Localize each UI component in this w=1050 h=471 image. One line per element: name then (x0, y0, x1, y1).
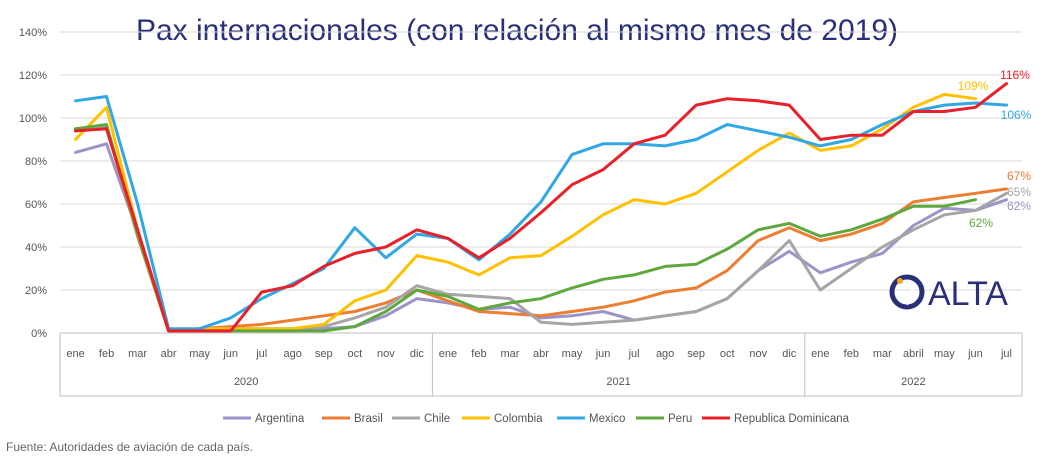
series-line-brasil (74, 125, 1008, 333)
y-tick-label: 120% (19, 70, 47, 82)
source-note: Fuente: Autoridades de aviación de cada … (6, 440, 253, 454)
alta-logo: ALTA (889, 274, 1008, 313)
y-tick-label: 0% (31, 328, 47, 340)
x-tick-label: jul (1000, 348, 1012, 360)
x-tick-label: may (934, 348, 955, 360)
legend-item-peru: Peru (636, 413, 692, 425)
x-tick-label: ene (811, 348, 829, 360)
x-tick-label: nov (749, 348, 767, 360)
series-line-mexico (74, 95, 1008, 331)
legend-item-brasil: Brasil (322, 413, 383, 425)
end-label-republica-dominicana: 116% (1000, 68, 1030, 82)
x-tick-label: may (562, 348, 583, 360)
series-line-argentina (74, 142, 1008, 333)
end-label-peru: 62% (969, 216, 993, 230)
y-tick-label: 100% (19, 113, 47, 125)
end-label-argentina: 62% (1007, 199, 1031, 213)
x-axis: ene feb mar abr may jun jul ago sep oct nov dic ene f… (59, 332, 1023, 397)
y-tick-label: 60% (25, 199, 47, 211)
x-tick-label: sep (315, 348, 333, 360)
x-tick-label: dic (782, 348, 797, 360)
end-label-brasil: 67% (1007, 169, 1031, 183)
series-lines (74, 82, 1008, 333)
x-tick-label: jun (967, 348, 983, 360)
end-label-mexico: 106% (1001, 108, 1032, 122)
legend-label: Argentina (255, 413, 305, 425)
x-tick-label: feb (471, 348, 486, 360)
x-tick-label: oct (347, 348, 362, 360)
year-label: 2020 (234, 376, 258, 388)
x-tick-label: sep (687, 348, 705, 360)
x-tick-label: jun (222, 348, 238, 360)
x-tick-label: feb (844, 348, 859, 360)
legend: Argentina Brasil Chile Colombia Mexico Peru Re… (223, 413, 850, 425)
x-tick-label: oct (720, 348, 735, 360)
series-line-colombia (74, 92, 977, 333)
x-tick-label: ene (66, 348, 84, 360)
x-tick-label: mar (128, 348, 147, 360)
end-label-chile: 65% (1007, 185, 1031, 199)
y-axis: 0% 20% 40% 60% 80% 100% 120% 140% (19, 27, 47, 340)
legend-label: Colombia (494, 413, 543, 425)
legend-item-colombia: Colombia (462, 413, 543, 425)
legend-label: Chile (424, 413, 450, 425)
y-tick-label: 40% (25, 242, 47, 254)
alta-swirl-logo-icon (889, 274, 925, 310)
x-tick-label: jul (628, 348, 640, 360)
chart-title: Pax internacionales (con relación al mis… (136, 14, 898, 47)
x-tick-label: jul (255, 348, 267, 360)
x-tick-label: mar (500, 348, 519, 360)
legend-item-argentina: Argentina (223, 413, 305, 425)
year-label: 2021 (606, 376, 630, 388)
legend-label: Peru (668, 413, 692, 425)
x-tick-label: mar (873, 348, 892, 360)
x-tick-label: ene (439, 348, 457, 360)
legend-label: Brasil (354, 413, 383, 425)
x-tick-label: dic (410, 348, 425, 360)
series-line-republica-dominicana (74, 82, 1008, 333)
series-line-peru (74, 123, 977, 333)
x-tick-label: feb (99, 348, 114, 360)
x-tick-label: abr (533, 348, 549, 360)
brand-name: ALTA (928, 275, 1008, 313)
x-tick-label: may (189, 348, 210, 360)
y-tick-label: 20% (25, 285, 47, 297)
end-label-colombia: 109% (958, 79, 989, 93)
end-labels: 62% 67% 65% 109% 106% 62% 116% (958, 68, 1032, 230)
x-tick-label: abr (161, 348, 177, 360)
legend-item-chile: Chile (392, 413, 450, 425)
y-tick-label: 80% (25, 156, 47, 168)
legend-label: Republica Dominicana (734, 413, 850, 425)
x-tick-label: ago (656, 348, 674, 360)
legend-label: Mexico (589, 413, 625, 425)
grid-lines (60, 31, 1022, 291)
x-tick-label: jun (595, 348, 611, 360)
x-tick-label: abril (903, 348, 924, 360)
legend-item-mexico: Mexico (557, 413, 625, 425)
x-tick-label: nov (377, 348, 395, 360)
y-tick-label: 140% (19, 27, 47, 39)
year-label: 2022 (901, 376, 925, 388)
legend-item-republica-dominicana: Republica Dominicana (702, 413, 850, 425)
x-tick-label: ago (284, 348, 302, 360)
